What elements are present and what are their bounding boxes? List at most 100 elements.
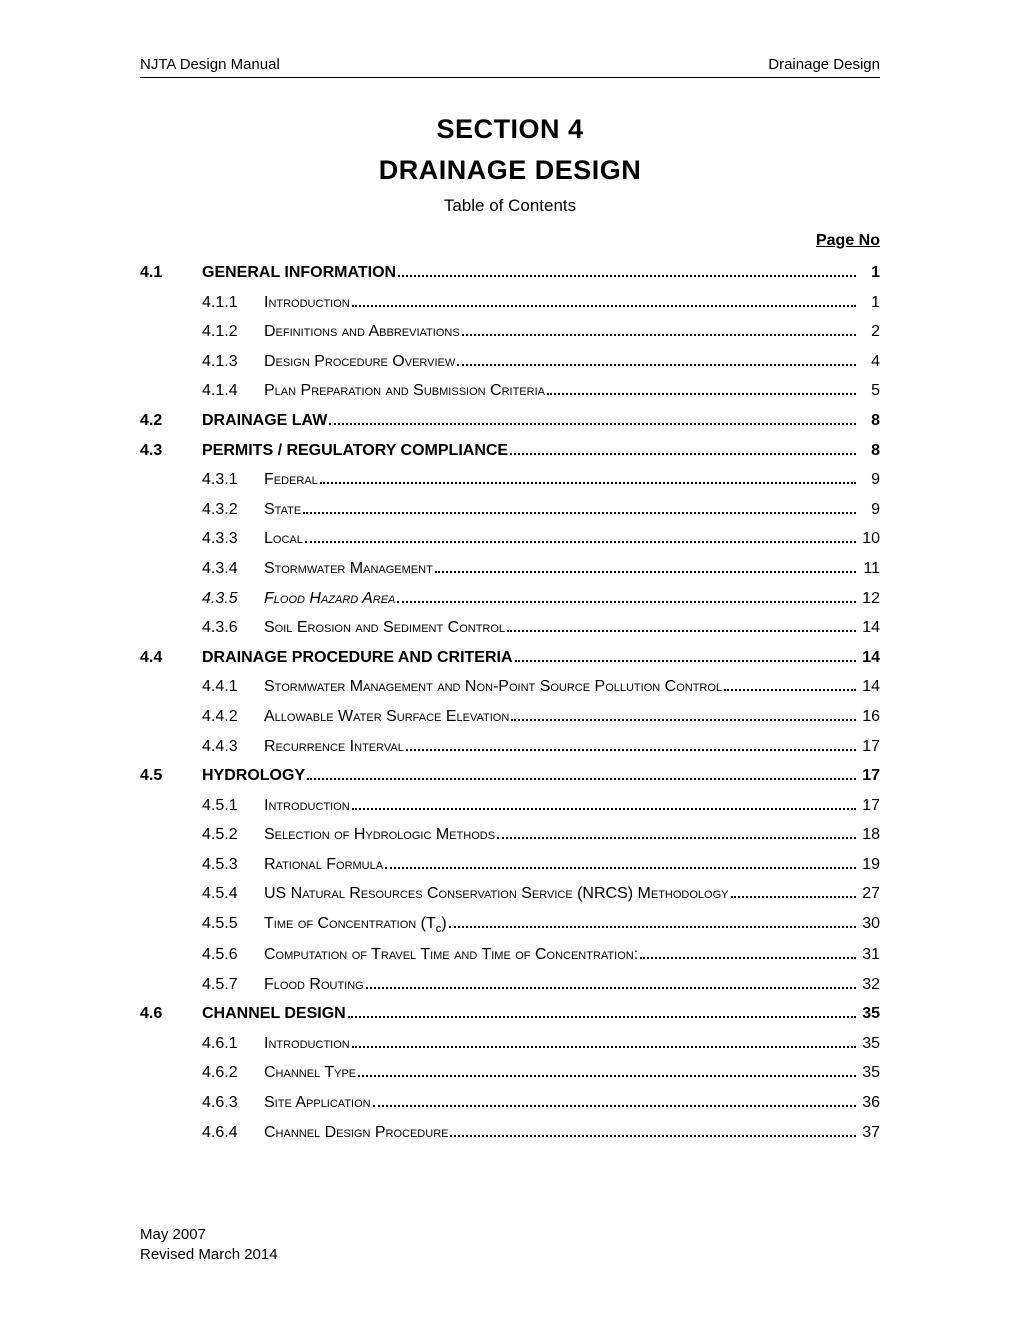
toc-section-row: 4.6CHANNEL DESIGN 35 (140, 999, 880, 1029)
toc-leader-dots (462, 322, 856, 336)
toc-sub-title: Plan Preparation and Submission Criteria (264, 376, 545, 406)
toc-leader-dots (348, 1004, 856, 1018)
toc-subsection-row: 4.3.1Federal9 (202, 465, 880, 495)
toc-sub-title: Time of Concentration (Tc) (264, 909, 447, 940)
toc-subsection-row: 4.4.1Stormwater Management and Non-Point… (202, 672, 880, 702)
toc-sub-title: Introduction (264, 1029, 350, 1059)
toc-subsection-row: 4.5.7Flood Routing32 (202, 970, 880, 1000)
toc-sub-num: 4.6.2 (202, 1058, 264, 1088)
toc-subsection-row: 4.1.3Design Procedure Overview4 (202, 347, 880, 377)
toc-leader-dots (352, 292, 856, 306)
toc-sub-title: Channel Design Procedure (264, 1118, 448, 1148)
header-rule (140, 77, 880, 78)
toc-sub-title: Federal (264, 465, 318, 495)
toc-subsection-row: 4.5.6Computation of Travel Time and Time… (202, 940, 880, 970)
toc-leader-dots (303, 499, 856, 513)
toc-sub-num: 4.5.3 (202, 850, 264, 880)
toc-sub-title: Stormwater Management (264, 554, 433, 584)
toc-page-num: 8 (858, 406, 880, 436)
toc-page-num: 11 (858, 554, 880, 584)
toc-sub-num: 4.6.1 (202, 1029, 264, 1059)
toc-sub-title: Channel Type (264, 1058, 356, 1088)
toc-sub-num: 4.5.6 (202, 940, 264, 970)
toc-sub-num: 4.3.4 (202, 554, 264, 584)
toc-page-num: 5 (858, 376, 880, 406)
toc-subsection-row: 4.1.2Definitions and Abbreviations 2 (202, 317, 880, 347)
toc-page-num: 35 (858, 999, 880, 1029)
toc-page-num: 14 (858, 643, 880, 673)
toc-subsection-row: 4.5.1Introduction17 (202, 791, 880, 821)
toc-sub-num: 4.5.7 (202, 970, 264, 1000)
toc-sub-title: Definitions and Abbreviations (264, 317, 460, 347)
toc-page-num: 4 (858, 347, 880, 377)
toc-page-num: 17 (858, 791, 880, 821)
toc-page-num: 9 (858, 465, 880, 495)
toc-section-num: 4.4 (140, 643, 202, 673)
toc-leader-dots (507, 618, 856, 632)
toc-page-num: 14 (858, 672, 880, 702)
toc-page-num: 35 (858, 1029, 880, 1059)
toc-page-num: 2 (858, 317, 880, 347)
toc-page-num: 37 (858, 1118, 880, 1148)
toc-leader-dots (515, 647, 856, 661)
section-title: DRAINAGE DESIGN (90, 155, 930, 186)
toc-page-num: 16 (858, 702, 880, 732)
toc-subsection-row: 4.5.2Selection of Hydrologic Methods18 (202, 820, 880, 850)
toc-sub-num: 4.5.5 (202, 909, 264, 939)
toc-section-title: CHANNEL DESIGN (202, 999, 346, 1029)
toc-subsection-row: 4.3.4Stormwater Management 11 (202, 554, 880, 584)
toc-leader-dots (329, 411, 856, 425)
toc-subsection-row: 4.5.5Time of Concentration (Tc)30 (202, 909, 880, 940)
toc-subsection-row: 4.3.6Soil Erosion and Sediment Control14 (202, 613, 880, 643)
toc-subsection-row: 4.6.1Introduction 35 (202, 1029, 880, 1059)
toc-section-title: DRAINAGE PROCEDURE AND CRITERIA (202, 643, 513, 673)
toc-sub-num: 4.3.5 (202, 584, 264, 614)
toc-sub-title: Introduction (264, 791, 350, 821)
toc-leader-dots (398, 263, 856, 277)
toc-sub-title: State (264, 495, 301, 525)
toc-sub-num: 4.1.2 (202, 317, 264, 347)
toc-leader-dots (373, 1093, 856, 1107)
page: NJTA Design Manual Drainage Design SECTI… (0, 0, 1020, 1320)
toc-leader-dots (510, 440, 856, 454)
toc-subsection-row: 4.1.4Plan Preparation and Submission Cri… (202, 376, 880, 406)
toc-label: Table of Contents (90, 196, 930, 216)
toc-sub-title: Recurrence Interval (264, 732, 404, 762)
toc-leader-dots (307, 766, 856, 780)
toc-sub-title: Local (264, 524, 303, 554)
toc-sub-num: 4.1.4 (202, 376, 264, 406)
toc-subsection-row: 4.6.3Site Application36 (202, 1088, 880, 1118)
toc-section-row: 4.3PERMITS / REGULATORY COMPLIANCE 8 (140, 436, 880, 466)
toc-subsection-row: 4.5.3Rational Formula19 (202, 850, 880, 880)
toc-page-num: 36 (858, 1088, 880, 1118)
toc-sub-num: 4.6.3 (202, 1088, 264, 1118)
toc-sub-title: Introduction (264, 288, 350, 318)
table-of-contents: 4.1GENERAL INFORMATION 14.1.1Introductio… (140, 258, 880, 1147)
toc-leader-dots (497, 825, 856, 839)
toc-page-num: 14 (858, 613, 880, 643)
toc-section-num: 4.6 (140, 999, 202, 1029)
toc-page-num: 1 (858, 258, 880, 288)
toc-section-title: GENERAL INFORMATION (202, 258, 396, 288)
toc-subsection-row: 4.4.3Recurrence Interval17 (202, 732, 880, 762)
title-block: SECTION 4 DRAINAGE DESIGN (90, 114, 930, 186)
toc-sub-title: US Natural Resources Conservation Servic… (264, 879, 729, 909)
header-left: NJTA Design Manual (140, 56, 280, 73)
toc-leader-dots (352, 795, 856, 809)
toc-leader-dots (435, 559, 856, 573)
toc-section-row: 4.1GENERAL INFORMATION 1 (140, 258, 880, 288)
toc-leader-dots (450, 1122, 856, 1136)
toc-leader-dots (358, 1063, 856, 1077)
toc-section-row: 4.2DRAINAGE LAW 8 (140, 406, 880, 436)
toc-page-num: 19 (858, 850, 880, 880)
toc-leader-dots (640, 945, 856, 959)
toc-sub-num: 4.4.3 (202, 732, 264, 762)
toc-leader-dots (305, 529, 856, 543)
page-no-header: Page No (90, 232, 930, 250)
toc-sub-title: Stormwater Management and Non-Point Sour… (264, 672, 722, 702)
toc-section-title: DRAINAGE LAW (202, 406, 327, 436)
toc-sub-title: Soil Erosion and Sediment Control (264, 613, 505, 643)
toc-sub-num: 4.6.4 (202, 1118, 264, 1148)
page-footer: May 2007 Revised March 2014 (140, 1225, 278, 1264)
toc-page-num: 32 (858, 970, 880, 1000)
